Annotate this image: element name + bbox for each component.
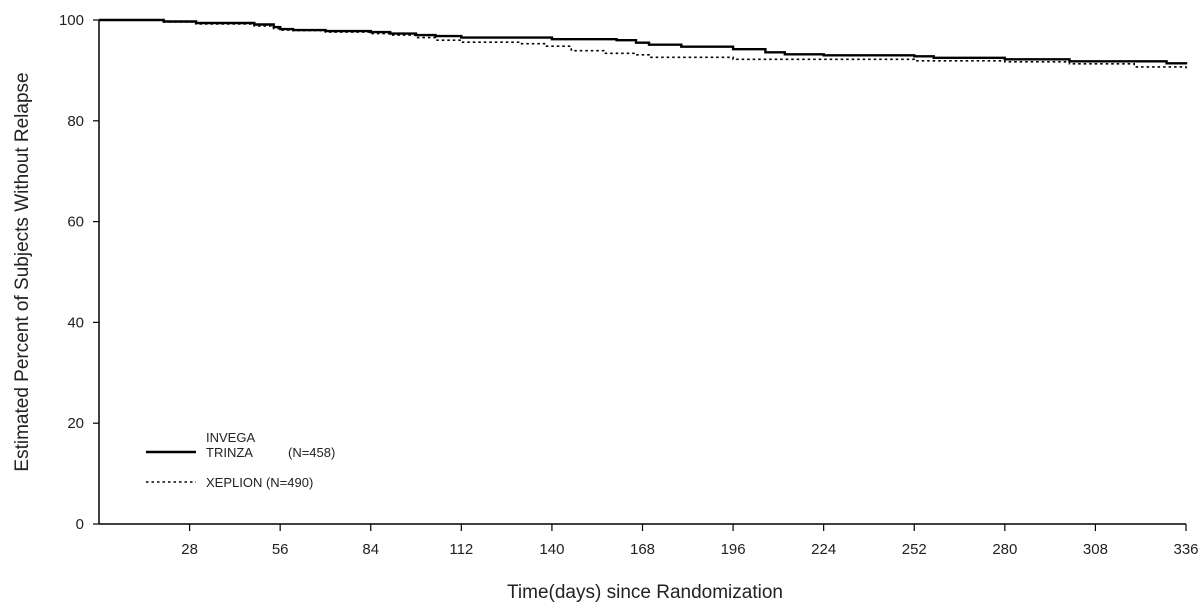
x-tick-label: 140 <box>539 541 564 558</box>
x-tick-label: 56 <box>272 541 289 558</box>
y-tick-label: 60 <box>67 214 84 231</box>
legend-label-invega-line1: INVEGA <box>206 430 255 445</box>
x-tick-label: 252 <box>902 541 927 558</box>
legend: INVEGA TRINZA (N=458) XEPLION (N=490) <box>146 430 335 490</box>
y-tick-label: 40 <box>67 314 84 331</box>
x-tick-label: 280 <box>992 541 1017 558</box>
curves-layer <box>99 18 1188 69</box>
x-tick-label: 84 <box>362 541 379 558</box>
legend-label-invega-count: (N=458) <box>288 445 335 460</box>
x-axis-title: Time(days) since Randomization <box>507 582 783 603</box>
legend-label-invega-line2: TRINZA <box>206 445 253 460</box>
series-line-xeplion <box>99 19 1187 69</box>
y-tick-label: 80 <box>67 113 84 130</box>
axes-layer <box>98 20 1186 525</box>
x-tick-label: 168 <box>630 541 655 558</box>
x-tick-label: 196 <box>721 541 746 558</box>
y-axis-title: Estimated Percent of Subjects Without Re… <box>12 72 33 471</box>
x-tick-label: 112 <box>449 541 473 558</box>
x-tick-label: 28 <box>181 541 198 558</box>
y-tick-label: 0 <box>76 516 84 533</box>
y-tick-label: 100 <box>59 12 84 29</box>
x-tick-label: 336 <box>1173 541 1198 558</box>
series-line-invega-trinza <box>99 18 1188 65</box>
y-tick-label: 20 <box>67 415 84 432</box>
ticks-layer: 28 56 84 112 140 168 196 224 252 280 308 336 0 20 40 60… <box>59 12 1199 558</box>
legend-label-xeplion: XEPLION (N=490) <box>206 475 313 490</box>
x-tick-label: 308 <box>1083 541 1108 558</box>
x-tick-label: 224 <box>811 541 836 558</box>
